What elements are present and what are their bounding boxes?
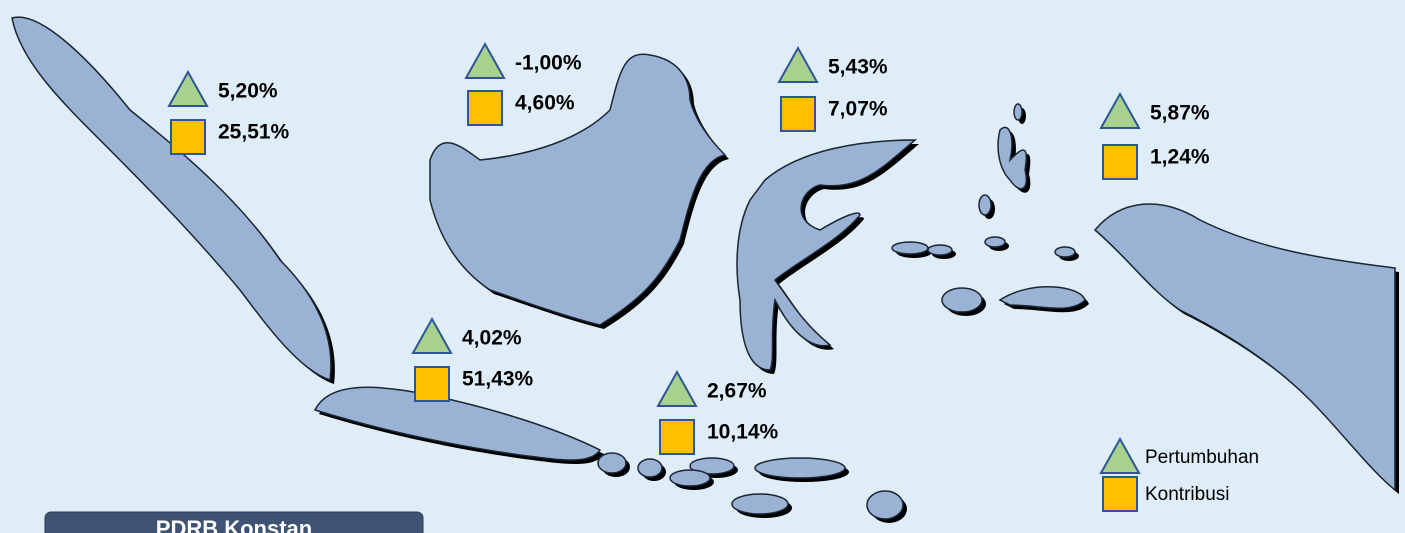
contribution-value: 51,43% <box>462 368 534 391</box>
growth-icon <box>1099 91 1141 129</box>
contribution-icon <box>780 96 816 132</box>
growth-value: -1,00% <box>515 52 582 75</box>
growth-icon <box>167 69 209 107</box>
growth-icon <box>464 41 506 79</box>
contribution-icon <box>1102 476 1138 512</box>
growth-icon <box>656 369 698 407</box>
contribution-value: 10,14% <box>707 421 779 444</box>
growth-value: 5,20% <box>218 80 278 103</box>
panel-title: PDRB Konstan <box>156 516 312 533</box>
growth-value: 5,43% <box>828 56 888 79</box>
contribution-icon <box>1102 144 1138 180</box>
contribution-icon <box>467 90 503 126</box>
contribution-value: 7,07% <box>828 98 888 121</box>
growth-value: 4,02% <box>462 327 522 350</box>
growth-value: 5,87% <box>1150 102 1210 125</box>
growth-value: 2,67% <box>707 380 767 403</box>
contribution-icon <box>659 419 695 455</box>
markers: 5,20% 25,51% -1,00% 4,60% 5,43% 7,07% 5,87% 1,2… <box>167 41 1259 512</box>
legend-contribution: Kontribusi <box>1145 484 1230 505</box>
panel <box>44 511 424 533</box>
growth-icon <box>1099 436 1141 474</box>
contribution-value: 1,24% <box>1150 146 1210 169</box>
contribution-value: 25,51% <box>218 121 290 144</box>
growth-icon <box>411 316 453 354</box>
contribution-icon <box>414 366 450 402</box>
growth-icon <box>777 45 819 83</box>
contribution-icon <box>170 119 206 155</box>
contribution-value: 4,60% <box>515 92 575 115</box>
legend-growth: Pertumbuhan <box>1145 447 1259 468</box>
